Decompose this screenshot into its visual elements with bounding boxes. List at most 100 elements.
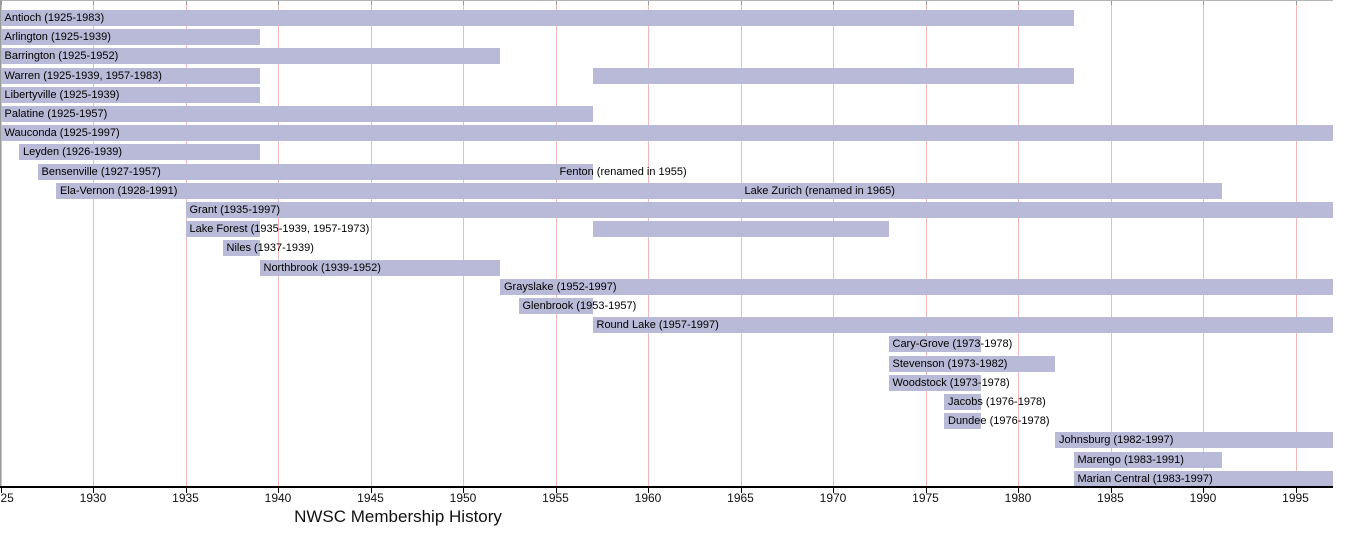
bar-label: Arlington (1925-1939) [4, 31, 111, 44]
x-tick-label: 1965 [727, 491, 754, 505]
membership-bar [518, 298, 593, 314]
x-tick [1295, 488, 1297, 493]
membership-bar [0, 48, 500, 65]
membership-bar [944, 413, 981, 430]
grid-line [833, 1, 834, 487]
x-tick-label: 1980 [1004, 491, 1032, 505]
grid-line [1295, 1, 1297, 487]
bar-label: Antioch (1925-1983) [4, 12, 105, 24]
x-tick-label: 1930 [79, 491, 107, 505]
top-tick [1295, 1, 1297, 5]
bar-label: Marian Central (1983-1997) [1077, 472, 1213, 485]
x-tick [740, 488, 742, 493]
bar-label: Round Lake (1957-1997) [596, 319, 719, 332]
bar-label: Stevenson (1973-1982) [892, 357, 1008, 370]
membership-bar [37, 163, 593, 180]
bar-label: Grant (1935-1997) [189, 204, 281, 216]
membership-bar [888, 355, 1055, 372]
x-tick [278, 488, 279, 493]
bar-label: Grayslake (1952-1997) [504, 280, 617, 293]
bar-label: Marengo (1983-1991) [1077, 453, 1184, 466]
membership-bar [500, 278, 1333, 295]
membership-bar [0, 29, 260, 46]
x-tick [1110, 488, 1112, 493]
x-tick-label: 1990 [1189, 491, 1217, 505]
x-tick [555, 488, 557, 493]
bar-label: Warren (1925-1939, 1957-1983) [4, 69, 162, 82]
top-tick [93, 1, 94, 5]
membership-bar [592, 221, 889, 238]
grid-line [1110, 1, 1112, 487]
left-axis-line [0, 0, 1, 487]
membership-bar [259, 259, 500, 276]
x-tick [1018, 488, 1019, 493]
bar-label: Lake Forest (1935-1939, 1957-1973) [189, 223, 370, 236]
bar-label: Wauconda (1925-1997) [4, 127, 120, 140]
membership-bar [222, 240, 260, 257]
chart-title: NWSC Membership History [294, 507, 502, 526]
membership-bar [0, 10, 1074, 26]
top-tick [925, 1, 927, 5]
top-axis-line [0, 0, 1333, 1]
x-tick [0, 488, 2, 493]
top-tick [1203, 1, 1204, 5]
membership-bar [592, 67, 1074, 84]
x-tick [1203, 488, 1204, 493]
x-axis-line [0, 486, 1333, 488]
grid-line [0, 1, 2, 487]
x-tick [185, 488, 187, 493]
membership-bar [56, 182, 1222, 199]
grid-line [555, 1, 557, 487]
rename-annotation: Fenton (renamed in 1955) [559, 165, 687, 178]
top-tick [185, 1, 187, 5]
membership-bar [0, 106, 593, 122]
top-tick [833, 1, 834, 5]
x-tick [925, 488, 927, 493]
membership-bar [1073, 451, 1222, 468]
bar-label: Bensenville (1927-1957) [41, 165, 161, 178]
x-tick [833, 488, 834, 493]
x-tick-label: 1960 [634, 491, 662, 505]
bar-label: Cary-Grove (1973-1978) [892, 338, 1013, 351]
grid-line [740, 1, 742, 487]
rename-annotation: Lake Zurich (renamed in 1965) [744, 184, 895, 197]
x-tick-label: 1935 [172, 491, 199, 505]
bar-label: Johnsburg (1982-1997) [1059, 434, 1174, 447]
grid-line [185, 1, 187, 487]
top-tick [370, 1, 372, 5]
membership-bar [1055, 432, 1333, 449]
top-tick [555, 1, 557, 5]
x-tick-label: 1975 [912, 491, 939, 505]
membership-bar [888, 374, 981, 391]
bar-label: Leyden (1926-1939) [23, 146, 123, 159]
grid-line [1203, 1, 1204, 487]
membership-bar [888, 336, 981, 353]
x-tick [463, 488, 464, 493]
grid-line [648, 1, 649, 487]
x-tick [648, 488, 649, 493]
top-tick [1018, 1, 1019, 5]
bar-label: Northbrook (1939-1952) [263, 261, 381, 274]
bar-label: Barrington (1925-1952) [4, 50, 119, 63]
membership-bar [0, 86, 260, 103]
x-tick [370, 488, 372, 493]
membership-bar [185, 202, 1333, 218]
membership-bar [19, 144, 260, 161]
grid-line [278, 1, 279, 487]
membership-bar [592, 317, 1333, 334]
top-tick [463, 1, 464, 5]
bar-label: Woodstock (1973-1978) [892, 376, 1010, 389]
top-tick [648, 1, 649, 5]
bar-label: Niles (1937-1939) [226, 242, 314, 255]
top-tick [278, 1, 279, 5]
membership-bar [944, 394, 981, 410]
membership-bar [0, 67, 260, 84]
bar-label: Jacobs (1976-1978) [948, 396, 1046, 408]
x-tick-label: 1925 [0, 491, 14, 505]
grid-line [1018, 1, 1019, 487]
bar-label: Libertyville (1925-1939) [4, 88, 120, 101]
x-tick-label: 1985 [1097, 491, 1124, 505]
grid-line [463, 1, 464, 487]
x-tick [93, 488, 94, 493]
